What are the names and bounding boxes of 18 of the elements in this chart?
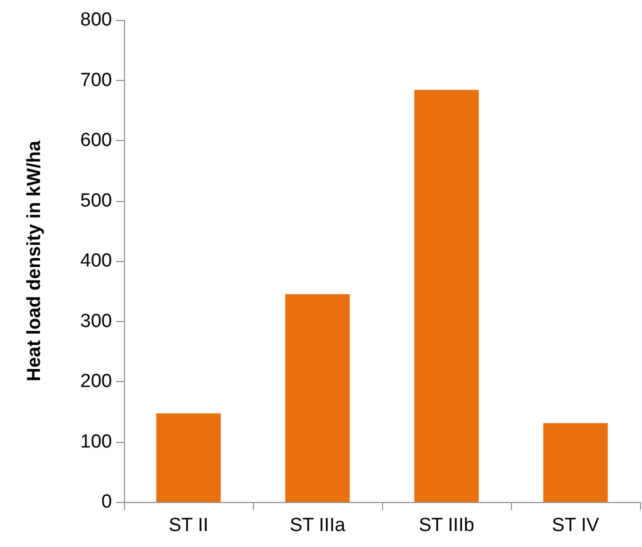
x-tick-label: ST IIIb [418,515,474,536]
y-tick-label: 500 [80,190,112,212]
y-tick-label: 100 [80,431,112,452]
y-tick-label: 600 [80,130,112,151]
y-tick-label: 0 [101,492,112,512]
y-tick-label: 400 [80,250,112,272]
y-tick-label: 700 [80,70,112,91]
bar [543,423,608,502]
y-tick-label: 800 [80,10,112,30]
x-tick-label: ST II [168,515,208,536]
x-tick-label: ST IV [552,515,600,536]
bar [414,90,479,502]
x-tick-label: ST IIIa [290,515,346,536]
bar [156,413,221,502]
y-tick-label: 300 [80,310,112,332]
y-axis-title: Heat load density in kW/ha [24,140,45,382]
bar [285,294,350,502]
y-tick-label: 200 [80,371,112,392]
